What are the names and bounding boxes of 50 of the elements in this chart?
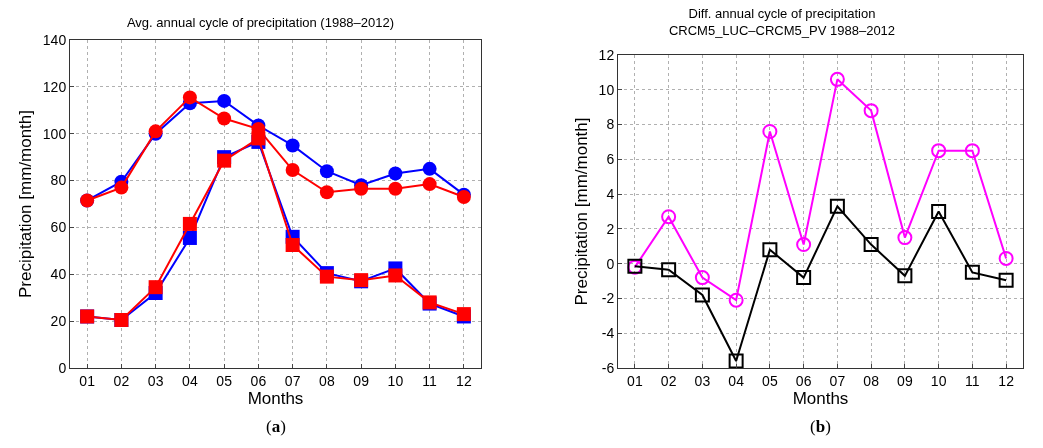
x-tick-label: 07 <box>284 372 301 389</box>
y-tick-label: -4 <box>601 325 615 342</box>
y-tick-label: 120 <box>42 78 67 95</box>
x-tick-label: 12 <box>456 372 472 389</box>
y-tick-label: 12 <box>598 46 615 63</box>
y-tick-label: 100 <box>42 125 67 142</box>
x-tick-label: 02 <box>113 372 130 389</box>
x-tick-label: 07 <box>829 372 846 389</box>
x-tick-label: 11 <box>965 372 980 389</box>
y-axis-title: Precipitation [mm/month] <box>572 117 592 306</box>
x-tick-label: 01 <box>627 372 643 389</box>
y-tick-label: 2 <box>606 220 615 237</box>
x-tick-label: 10 <box>930 372 947 389</box>
y-tick-label: 80 <box>50 172 67 189</box>
x-tick-label: 04 <box>728 372 745 389</box>
x-tick-label: 02 <box>660 372 677 389</box>
y-tick-label: 60 <box>50 219 67 236</box>
text: (a) <box>266 417 286 436</box>
y-tick-label: -2 <box>601 290 615 307</box>
x-tick-label: 06 <box>250 372 267 389</box>
y-tick-label: -6 <box>601 359 615 376</box>
x-tick-label: 09 <box>897 372 913 389</box>
y-axis-title: Precipitation [mm/month] <box>16 109 36 299</box>
x-tick-label: 04 <box>182 372 198 389</box>
x-tick-label: 03 <box>147 372 164 389</box>
y-tick-label: 0 <box>58 359 67 376</box>
x-tick-label: 11 <box>422 372 438 389</box>
y-tick-label: 6 <box>606 151 615 168</box>
x-tick-label: 05 <box>216 372 233 389</box>
y-tick-label: 0 <box>606 255 615 272</box>
x-axis-title: Months <box>247 388 304 408</box>
x-tick-label: 10 <box>387 372 404 389</box>
x-tick-label: 06 <box>795 372 812 389</box>
x-axis-title: Months <box>792 388 849 408</box>
text: (b) <box>810 417 831 436</box>
x-tick-label: 08 <box>319 372 335 389</box>
y-tick-label: 4 <box>606 186 615 203</box>
y-tick-label: 10 <box>598 81 615 98</box>
x-tick-label: 09 <box>353 372 370 389</box>
y-tick-label: 140 <box>42 31 67 48</box>
x-tick-label: 08 <box>863 372 880 389</box>
y-tick-label: 8 <box>606 116 615 133</box>
x-tick-label: 12 <box>998 372 1015 389</box>
x-tick-label: 01 <box>79 372 96 389</box>
chart-title: Diff. annual cycle of precipitation CRCM5_LUC–CRCM5_PV 1988–2012 <box>668 5 896 38</box>
y-tick-label: 40 <box>50 266 67 283</box>
x-tick-label: 05 <box>762 372 778 389</box>
y-tick-label: 20 <box>50 313 67 330</box>
chart-title: Avg. annual cycle of precipitation (1988–2012) <box>126 15 395 31</box>
x-tick-label: 03 <box>694 372 711 389</box>
